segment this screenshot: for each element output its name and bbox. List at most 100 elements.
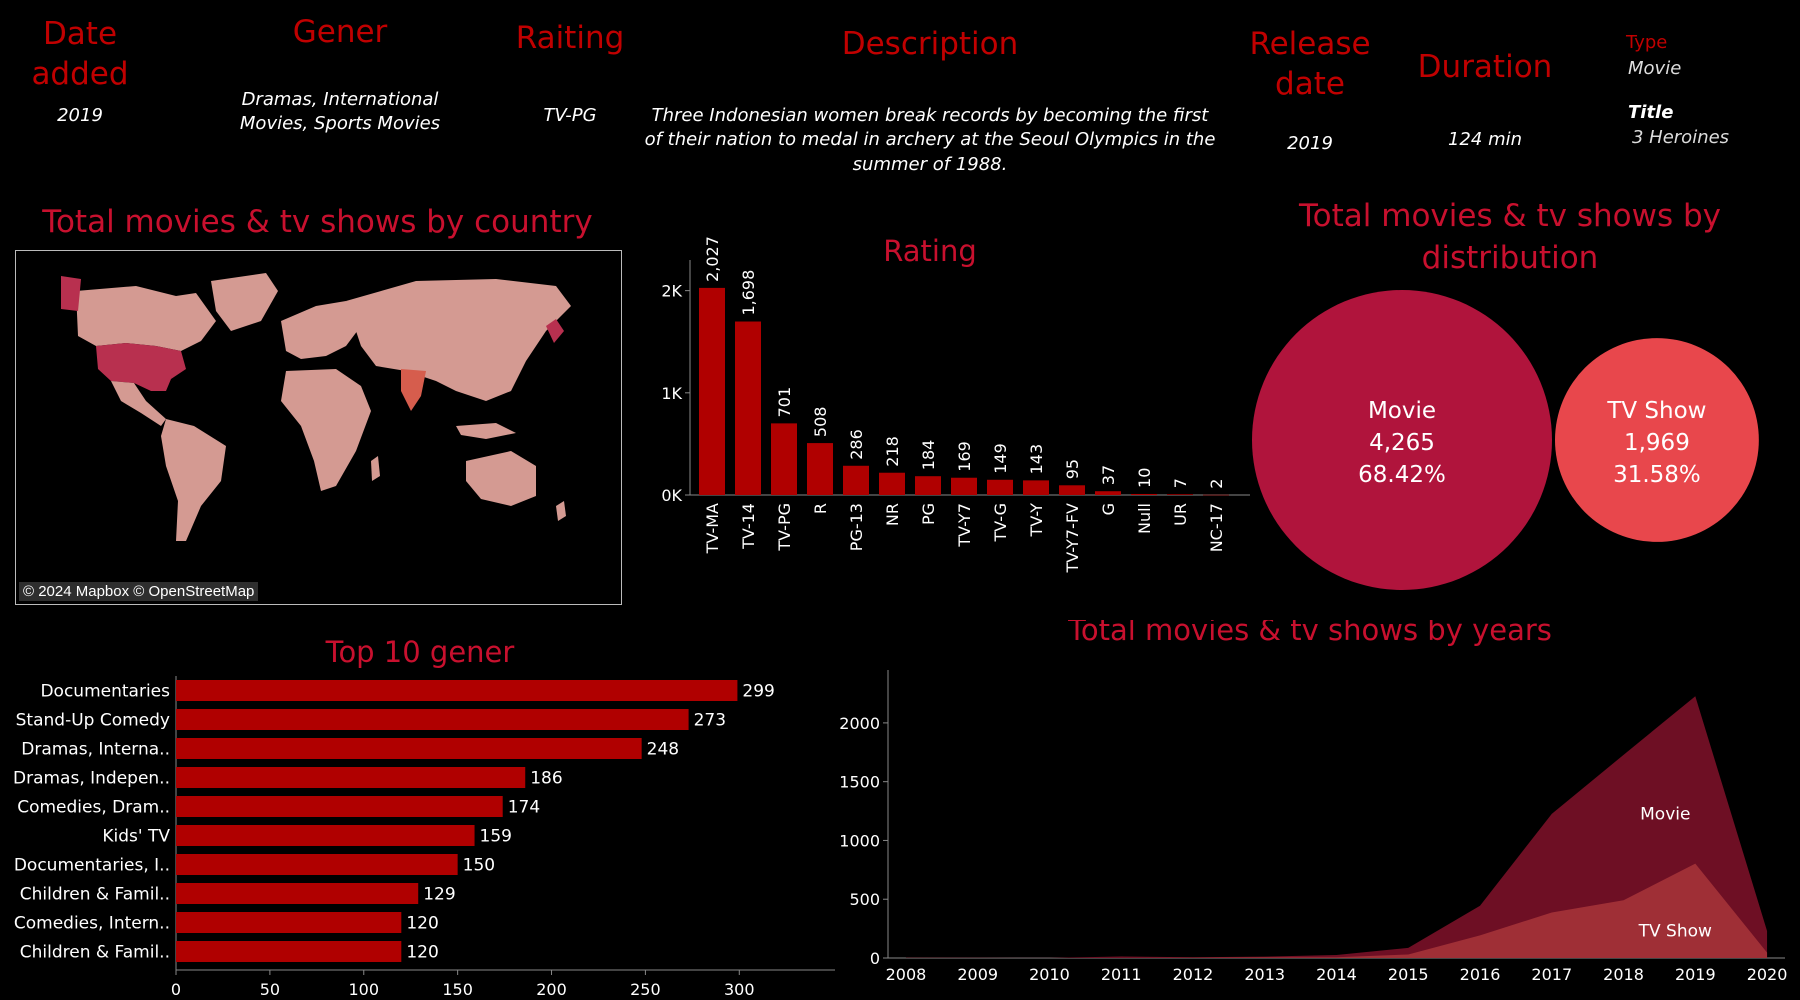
- rating-category-label: TV-G: [991, 503, 1010, 543]
- rating-value-label: 2: [1207, 479, 1226, 489]
- map-south-america[interactable]: [161, 419, 226, 541]
- years-x-tick-label: 2010: [1029, 965, 1070, 984]
- genre-bar[interactable]: [176, 767, 526, 788]
- rating-value-label: 286: [847, 429, 866, 460]
- genre-bar[interactable]: [176, 738, 642, 759]
- rating-value-label: 1,698: [739, 270, 758, 316]
- rating-value-label: 218: [883, 436, 902, 467]
- map-indonesia[interactable]: [456, 423, 516, 439]
- genre-bar[interactable]: [176, 825, 475, 846]
- years-y-tick-label: 2000: [839, 714, 880, 733]
- rating-category-label: PG: [919, 503, 938, 525]
- genre-category-label: Kids' TV: [102, 827, 170, 847]
- rating-bar[interactable]: [1167, 494, 1193, 495]
- distribution-bubble[interactable]: [1555, 338, 1759, 542]
- genre-bar[interactable]: [176, 883, 419, 904]
- rating-category-label: NC-17: [1207, 503, 1226, 552]
- rating-bar[interactable]: [879, 472, 905, 495]
- genre-category-label: Stand-Up Comedy: [16, 711, 170, 731]
- rating-bar[interactable]: [987, 479, 1013, 495]
- description-line2: of their nation to medal in archery at t…: [644, 129, 1216, 151]
- type-label: Type: [1626, 32, 1668, 53]
- rating-header: Raiting: [515, 20, 625, 56]
- rating-bar[interactable]: [915, 476, 941, 495]
- years-series-label-movie: Movie: [1640, 804, 1690, 824]
- rating-category-label: PG-13: [847, 503, 866, 551]
- map-india[interactable]: [401, 369, 426, 411]
- rating-value-label: 184: [919, 440, 938, 471]
- map-greenland[interactable]: [211, 273, 278, 331]
- genre-bar[interactable]: [176, 680, 738, 701]
- map-europe[interactable]: [281, 301, 361, 359]
- rating-y-tick-label: 1K: [661, 384, 682, 403]
- genre-bar[interactable]: [176, 796, 503, 817]
- title-value: 3 Heroines: [1632, 127, 1730, 148]
- genre-x-tick-label: 250: [630, 980, 661, 999]
- genre-bar[interactable]: [176, 912, 402, 933]
- rating-bar[interactable]: [843, 465, 869, 495]
- map-usa[interactable]: [96, 343, 186, 391]
- rating-value-label: 2,027: [703, 236, 722, 282]
- years-y-tick-label: 500: [849, 890, 880, 909]
- distribution-bubble[interactable]: [1252, 290, 1552, 590]
- genre-value-label: 150: [463, 856, 495, 876]
- rating-bar[interactable]: [735, 321, 761, 495]
- map-alaska[interactable]: [61, 276, 81, 311]
- rating-value-label: 508: [811, 407, 830, 438]
- genre-header: Gener: [292, 14, 388, 50]
- rating-bar[interactable]: [699, 287, 725, 495]
- rating-bar[interactable]: [1095, 491, 1121, 495]
- years-x-tick-label: 2017: [1531, 965, 1572, 984]
- genre-bar[interactable]: [176, 709, 689, 730]
- map-japan[interactable]: [546, 319, 564, 343]
- rating-bar[interactable]: [807, 443, 833, 495]
- rating-bar[interactable]: [1131, 493, 1157, 495]
- world-map-svg: [61, 273, 571, 541]
- rating-bar[interactable]: [951, 477, 977, 495]
- genre-bar[interactable]: [176, 854, 458, 875]
- distribution-title-line2: distribution: [1421, 239, 1599, 276]
- rating-bar[interactable]: [1059, 485, 1085, 495]
- map-madagascar[interactable]: [371, 456, 380, 481]
- type-value: Movie: [1628, 58, 1682, 79]
- release-date-header: Release date: [1230, 24, 1390, 105]
- genre-chart-title: Top 10 gener: [325, 635, 515, 669]
- rating-value-label: 10: [1135, 468, 1154, 488]
- genre-bar[interactable]: [176, 941, 402, 962]
- description-header: Description: [841, 26, 1019, 62]
- years-y-tick-label: 1500: [839, 773, 880, 792]
- years-series-label-tvshow: TV Show: [1638, 921, 1712, 941]
- map-mexico[interactable]: [111, 381, 166, 426]
- rating-bar[interactable]: [1203, 494, 1229, 496]
- map-canada[interactable]: [76, 286, 216, 351]
- genre-category-label: Dramas, Indepen..: [13, 769, 170, 789]
- distribution-title: Total movies & tv shows by distribution: [1240, 196, 1780, 280]
- genre-category-label: Children & Famil..: [20, 885, 170, 905]
- rating-category-label: Null: [1135, 503, 1154, 534]
- rating-bar[interactable]: [1023, 480, 1049, 495]
- years-y-tick-label: 0: [870, 949, 880, 968]
- genre-value: Dramas, International Movies, Sports Mov…: [210, 88, 470, 137]
- map-asia[interactable]: [346, 279, 571, 401]
- genre-x-tick-label: 50: [260, 980, 280, 999]
- years-area-movie[interactable]: [905, 696, 1768, 958]
- map-africa[interactable]: [281, 369, 371, 491]
- rating-chart-title: Rating: [883, 234, 977, 268]
- genre-value-label: 299: [742, 682, 774, 702]
- release-date-header-line1: Release: [1249, 26, 1371, 62]
- genre-value-label: 120: [406, 943, 438, 963]
- distribution-bubble-name: TV Show: [1606, 398, 1706, 424]
- years-x-tick-label: 2020: [1747, 965, 1788, 984]
- rating-category-label: G: [1099, 503, 1118, 515]
- map-credit: © 2024 Mapbox © OpenStreetMap: [19, 582, 259, 601]
- years-x-tick-label: 2014: [1316, 965, 1357, 984]
- rating-bar-chart: Rating 0K 1K 2K 2,027 TV-MA 1,698 TV-14 701 TV-PG…: [661, 234, 1250, 574]
- rating-bar[interactable]: [771, 423, 797, 495]
- rating-category-label: NR: [883, 503, 902, 526]
- map-australia[interactable]: [466, 451, 536, 506]
- world-map[interactable]: © 2024 Mapbox © OpenStreetMap: [15, 250, 622, 605]
- rating-value-label: 169: [955, 441, 974, 472]
- years-area-tvshow[interactable]: [905, 863, 1768, 958]
- map-new-zealand[interactable]: [556, 501, 566, 521]
- rating-value-label: 149: [991, 443, 1010, 474]
